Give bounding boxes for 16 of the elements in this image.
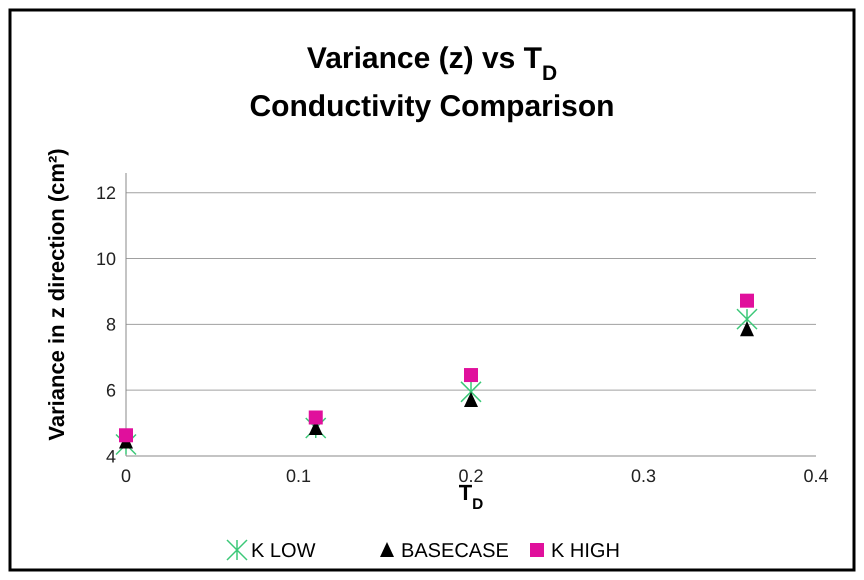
legend-label: BASECASE xyxy=(401,540,509,562)
y-axis-title: Variance in z direction (cm²) xyxy=(44,148,69,441)
y-tick-label: 8 xyxy=(106,314,116,335)
x-tick-label: 0.4 xyxy=(803,466,829,486)
x-tick-label: 0.2 xyxy=(458,466,484,486)
y-tick-label: 4 xyxy=(106,446,116,466)
y-tick-label: 12 xyxy=(96,183,116,204)
legend-label: K LOW xyxy=(251,540,316,562)
y-tick-label: 6 xyxy=(106,380,116,400)
x-tick-label: 0.1 xyxy=(286,466,312,486)
y-tick-label: 10 xyxy=(96,248,116,269)
x-tick-label: 0.3 xyxy=(630,466,656,486)
chart-subtitle: Conductivity Comparison xyxy=(249,90,615,123)
chart-title: Variance (z) vs T$_{D}$ xyxy=(306,42,558,84)
x-tick-label: 0 xyxy=(120,466,132,486)
legend-label: K HIGH xyxy=(551,540,620,562)
